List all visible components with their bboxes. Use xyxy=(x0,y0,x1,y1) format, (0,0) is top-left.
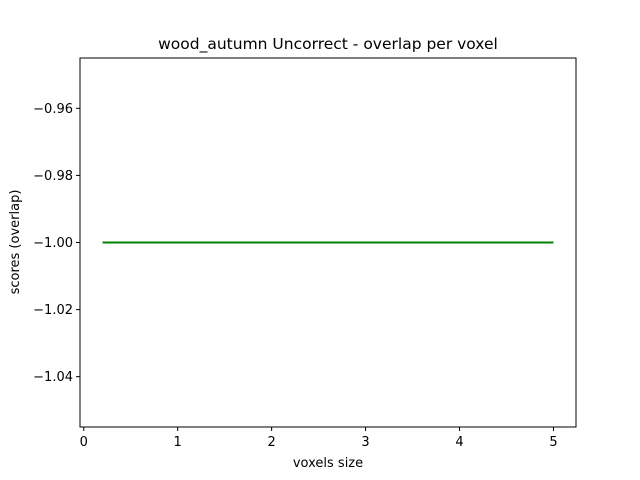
x-tick-label-2: 2 xyxy=(267,435,275,450)
chart-title: wood_autumn Uncorrect - overlap per voxe… xyxy=(158,35,498,54)
y-tick-label-1: −0.98 xyxy=(33,169,73,184)
y-tick-label-4: −1.04 xyxy=(33,370,73,385)
x-tick-label-5: 5 xyxy=(549,435,557,450)
x-axis-label: voxels size xyxy=(293,456,363,471)
x-tick-label-0: 0 xyxy=(80,435,88,450)
x-tick-label-1: 1 xyxy=(174,435,182,450)
y-axis-label: scores (overlap) xyxy=(8,190,23,295)
y-tick-label-0: −0.96 xyxy=(33,102,73,117)
y-tick-label-2: −1.00 xyxy=(33,236,73,251)
x-tick-label-3: 3 xyxy=(361,435,369,450)
y-tick-label-3: −1.02 xyxy=(33,303,73,318)
plot-area: 0 1 2 3 4 5 −0.96 −0.98 −1.00 −1.02 −1.04 xyxy=(33,57,577,450)
x-tick-label-4: 4 xyxy=(455,435,463,450)
